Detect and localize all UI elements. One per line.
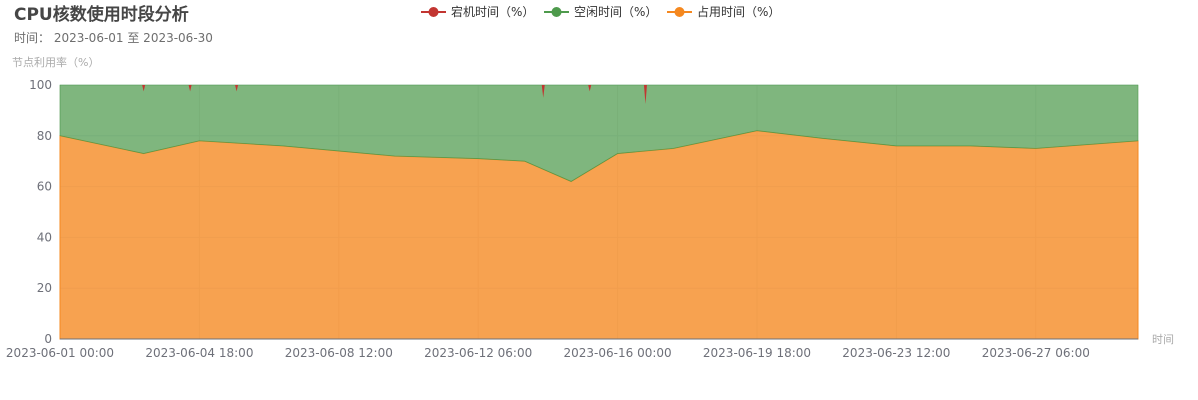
area-series (59, 84, 1139, 340)
x-tick-label: 2023-06-16 00:00 (564, 346, 672, 360)
x-tick-label: 2023-06-12 06:00 (424, 346, 532, 360)
y-axis: 0 20 40 60 80 100 (29, 78, 52, 346)
x-tick-label: 2023-06-19 18:00 (703, 346, 811, 360)
chart-subtitle: 时间： 2023-06-01 至 2023-06-30 (14, 31, 213, 45)
y-tick-label: 40 (37, 230, 52, 244)
downtime-mark (188, 85, 192, 92)
downtime-mark (643, 85, 647, 105)
legend-marker (674, 7, 685, 17)
legend-item[interactable]: 空闲时间（%） (544, 5, 657, 19)
x-axis-label: 时间 (1152, 333, 1174, 346)
x-tick-label: 2023-06-08 12:00 (285, 346, 393, 360)
y-tick-label: 60 (37, 180, 52, 194)
downtime-mark (142, 85, 146, 92)
legend-item[interactable]: 占用时间（%） (667, 4, 780, 19)
legend-label: 宕机时间（%） (451, 4, 534, 19)
legend-label: 空闲时间（%） (574, 5, 657, 19)
x-tick-label: 2023-06-23 12:00 (842, 346, 950, 360)
legend[interactable]: 宕机时间（%） 空闲时间（%） 占用时间（%） (421, 4, 780, 19)
y-axis-label: 节点利用率（%） (12, 55, 99, 69)
x-axis: 2023-06-01 00:00 2023-06-04 18:00 2023-06-… (6, 338, 1138, 360)
y-tick-label: 20 (37, 281, 52, 295)
x-tick-label: 2023-06-27 06:00 (982, 346, 1090, 360)
downtime-mark (541, 85, 545, 98)
legend-label: 占用时间（%） (697, 4, 780, 19)
chart-title: CPU核数使用时段分析 (14, 4, 189, 25)
legend-marker (551, 7, 562, 17)
y-tick-label: 80 (37, 129, 52, 143)
downtime-mark (235, 85, 239, 92)
x-tick-label: 2023-06-04 18:00 (145, 346, 253, 360)
legend-item[interactable]: 宕机时间（%） (421, 4, 534, 19)
downtime-mark (588, 85, 592, 92)
y-tick-label: 0 (44, 332, 52, 346)
legend-marker (428, 7, 439, 17)
x-tick-label: 2023-06-01 00:00 (6, 346, 114, 360)
series-idle-area (59, 84, 1139, 182)
y-tick-label: 100 (29, 78, 52, 92)
